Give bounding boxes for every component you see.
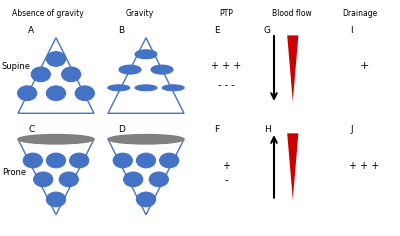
Ellipse shape	[135, 50, 157, 59]
Text: H: H	[264, 125, 271, 134]
Polygon shape	[287, 35, 298, 101]
Text: - - -: - - -	[218, 80, 234, 90]
Text: B: B	[118, 26, 124, 35]
Text: D: D	[118, 125, 125, 134]
Ellipse shape	[18, 135, 94, 144]
Text: Drainage: Drainage	[342, 9, 378, 18]
Ellipse shape	[75, 86, 94, 101]
Ellipse shape	[23, 153, 42, 168]
Polygon shape	[108, 139, 184, 215]
Text: PTP: PTP	[219, 9, 233, 18]
Ellipse shape	[62, 67, 81, 82]
Text: Supine: Supine	[2, 62, 31, 71]
Polygon shape	[18, 38, 94, 113]
Ellipse shape	[119, 65, 141, 74]
Ellipse shape	[46, 86, 66, 101]
Text: +: +	[359, 61, 369, 71]
Text: E: E	[214, 26, 220, 35]
Polygon shape	[287, 133, 298, 199]
Ellipse shape	[18, 86, 37, 101]
Polygon shape	[18, 139, 94, 215]
Ellipse shape	[46, 52, 66, 66]
Ellipse shape	[136, 192, 156, 207]
Ellipse shape	[149, 172, 168, 187]
Ellipse shape	[136, 153, 156, 168]
Ellipse shape	[135, 85, 157, 91]
Ellipse shape	[34, 172, 53, 187]
Polygon shape	[108, 38, 184, 113]
Text: F: F	[214, 125, 219, 134]
Ellipse shape	[124, 172, 143, 187]
Text: C: C	[28, 125, 34, 134]
Ellipse shape	[46, 192, 66, 207]
Ellipse shape	[151, 65, 173, 74]
Ellipse shape	[70, 153, 89, 168]
Text: J: J	[350, 125, 353, 134]
Ellipse shape	[59, 172, 78, 187]
Text: A: A	[28, 26, 34, 35]
Ellipse shape	[46, 153, 66, 168]
Ellipse shape	[113, 153, 132, 168]
Ellipse shape	[108, 135, 184, 144]
Text: G: G	[264, 26, 271, 35]
Text: Prone: Prone	[2, 168, 26, 177]
Text: +: +	[222, 161, 230, 171]
Ellipse shape	[162, 85, 184, 91]
Ellipse shape	[108, 85, 130, 91]
Text: I: I	[350, 26, 353, 35]
Text: + + +: + + +	[349, 161, 379, 171]
Text: Gravity: Gravity	[126, 9, 154, 18]
Text: -: -	[224, 176, 228, 185]
Ellipse shape	[160, 153, 179, 168]
Text: Blood flow: Blood flow	[272, 9, 312, 18]
Text: Absence of gravity: Absence of gravity	[12, 9, 84, 18]
Text: + + +: + + +	[211, 61, 241, 71]
Ellipse shape	[31, 67, 50, 82]
